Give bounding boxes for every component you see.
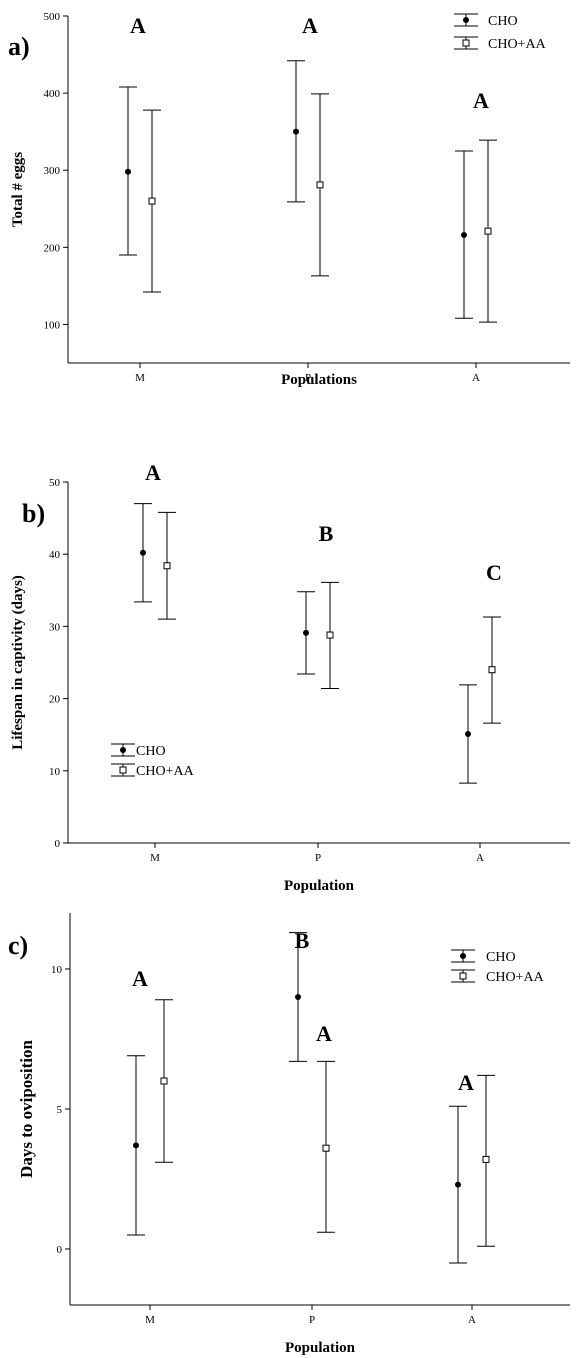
y-tick-label: 200 bbox=[44, 242, 61, 254]
legend-label: CHO bbox=[486, 950, 516, 965]
data-point-cho bbox=[461, 231, 467, 238]
x-tick-label: A bbox=[468, 1314, 476, 1326]
data-point-cho bbox=[295, 994, 301, 1000]
legend-label: CHO+AA bbox=[488, 37, 547, 52]
data-point-cho-aa bbox=[488, 666, 496, 674]
y-tick-label: 50 bbox=[49, 477, 61, 489]
x-tick-label: P bbox=[309, 1314, 315, 1326]
data-point-cho-aa bbox=[316, 181, 324, 189]
data-point-cho bbox=[140, 549, 146, 556]
significance-letter: A bbox=[316, 1021, 332, 1046]
data-point-cho-aa bbox=[484, 227, 492, 235]
x-tick-label: P bbox=[305, 372, 311, 384]
data-point-cho-aa bbox=[326, 631, 334, 639]
panel-label: c) bbox=[8, 931, 28, 960]
data-point-cho-aa bbox=[322, 1144, 330, 1152]
x-tick-label: M bbox=[150, 852, 160, 864]
data-point-cho-aa bbox=[160, 1077, 168, 1085]
legend-label: CHO bbox=[488, 14, 518, 29]
legend-marker-cho bbox=[460, 953, 466, 959]
significance-letter: A bbox=[302, 13, 318, 38]
significance-letter: A bbox=[145, 460, 161, 485]
significance-letter: A bbox=[132, 966, 148, 991]
x-tick-label: M bbox=[145, 1314, 155, 1326]
data-point-cho bbox=[133, 1142, 139, 1149]
x-axis-title: Population bbox=[284, 878, 355, 894]
legend-marker-cho-aa bbox=[462, 39, 470, 47]
x-axis-title: Population bbox=[285, 1340, 356, 1356]
data-point-cho-aa bbox=[163, 562, 171, 570]
x-tick-label: P bbox=[315, 852, 321, 864]
data-point-cho bbox=[455, 1181, 461, 1188]
data-point-cho-aa bbox=[482, 1155, 490, 1163]
legend-label: CHO+AA bbox=[486, 970, 545, 985]
y-tick-label: 0 bbox=[55, 838, 61, 850]
y-axis-title: Days to oviposition bbox=[17, 1040, 36, 1178]
data-point-cho bbox=[293, 128, 299, 135]
y-axis-title: Lifespan in captivity (days) bbox=[10, 575, 26, 750]
legend-label: CHO bbox=[136, 744, 166, 759]
data-point-cho bbox=[465, 730, 471, 737]
legend-marker-cho bbox=[463, 17, 469, 23]
y-tick-label: 400 bbox=[44, 88, 61, 100]
panel-c: 0 5 10 M P A Population Days to oviposition c) A B… bbox=[8, 913, 570, 1356]
legend-marker-cho bbox=[120, 747, 126, 753]
legend-marker-cho-aa bbox=[119, 766, 127, 774]
data-point-cho bbox=[303, 629, 309, 636]
x-axis-title: Populations bbox=[281, 372, 357, 388]
significance-letter: B bbox=[295, 928, 310, 953]
significance-letter: C bbox=[486, 560, 502, 585]
panel-label: a) bbox=[8, 32, 30, 61]
y-tick-label: 20 bbox=[49, 694, 61, 706]
significance-letter: A bbox=[473, 88, 489, 113]
x-tick-label: A bbox=[472, 372, 480, 384]
x-tick-label: A bbox=[476, 852, 484, 864]
panel-label: b) bbox=[22, 499, 45, 528]
panel-b: 0 10 20 30 40 50 M P A Population Lifespan in capt… bbox=[10, 460, 570, 894]
legend-label: CHO+AA bbox=[136, 764, 195, 779]
y-tick-label: 500 bbox=[44, 11, 61, 23]
y-tick-label: 100 bbox=[44, 319, 61, 331]
significance-letter: A bbox=[458, 1070, 474, 1095]
y-tick-label: 40 bbox=[49, 549, 61, 561]
y-tick-label: 30 bbox=[49, 621, 61, 633]
x-tick-label: M bbox=[135, 372, 145, 384]
y-tick-label: 5 bbox=[57, 1104, 63, 1116]
data-point-cho-aa bbox=[148, 197, 156, 205]
y-tick-label: 10 bbox=[49, 766, 61, 778]
panel-a: 100 200 300 400 500 M P A Populations Total # egg… bbox=[8, 11, 570, 388]
y-tick-label: 10 bbox=[51, 964, 63, 976]
y-tick-label: 300 bbox=[44, 165, 61, 177]
significance-letter: A bbox=[130, 13, 146, 38]
y-axis-title: Total # eggs bbox=[10, 152, 26, 227]
data-point-cho bbox=[125, 168, 131, 175]
significance-letter: B bbox=[319, 521, 334, 546]
legend-marker-cho-aa bbox=[459, 972, 467, 980]
y-tick-label: 0 bbox=[57, 1244, 63, 1256]
